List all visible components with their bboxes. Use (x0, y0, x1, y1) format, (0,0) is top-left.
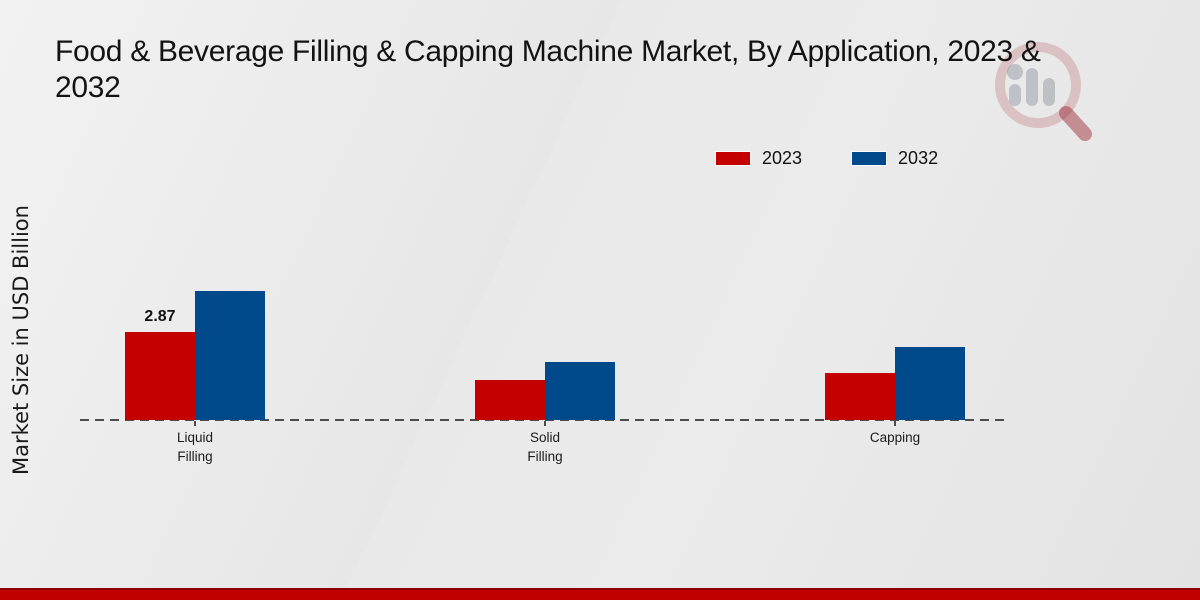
chart-title-line2: 2032 (55, 71, 121, 104)
category-label-liquid-filling: Liquid Filling (176, 430, 214, 464)
magnifier-bar-chart-icon (995, 42, 1092, 141)
axis-tick (544, 421, 546, 426)
category-label-solid-filling: Solid Filling (527, 430, 563, 464)
chart-title: Food & Beverage Filling & Capping Machin… (55, 34, 1185, 106)
axis-tick (194, 421, 196, 426)
bar-2032-1 (545, 362, 615, 420)
bar-2023-1 (475, 380, 545, 420)
legend-swatch-2023 (716, 152, 750, 165)
legend-label-2023: 2023 (762, 148, 803, 168)
legend-swatch-2032 (852, 152, 887, 165)
bar-2032-0 (195, 291, 265, 420)
legend: 2023 2032 (716, 148, 938, 169)
bottom-accent-band (0, 588, 1200, 600)
bar-value-label: 2.87 (144, 308, 176, 325)
x-axis-baseline (80, 419, 1008, 421)
legend-item-2032: 2032 (852, 148, 938, 169)
watermark-logo (985, 28, 1105, 158)
axis-tick (894, 421, 896, 426)
chart-title-line1: Food & Beverage Filling & Capping Machin… (55, 35, 1041, 68)
bar-2032-2 (895, 347, 965, 420)
legend-label-2032: 2032 (898, 148, 939, 168)
bar-2023-2 (825, 373, 895, 420)
bar-2023-0 (125, 332, 195, 420)
category-label-capping: Capping (869, 430, 921, 445)
legend-item-2023: 2023 (716, 148, 802, 169)
